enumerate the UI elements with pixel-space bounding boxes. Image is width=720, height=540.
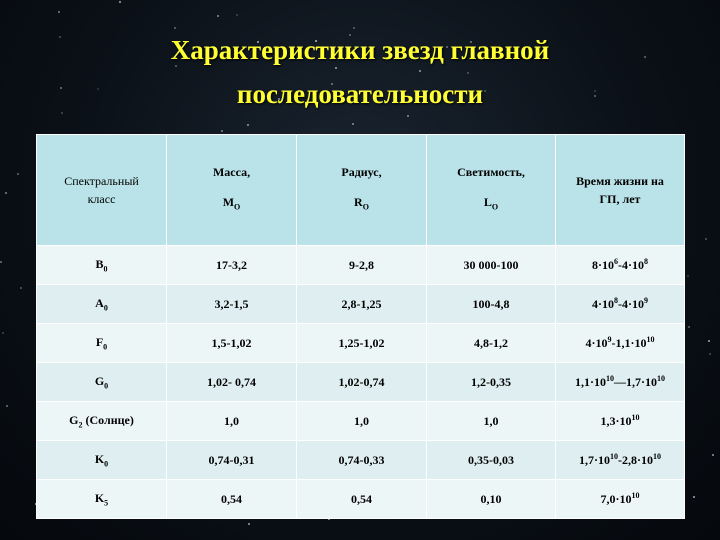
star-dot (20, 287, 22, 289)
star-dot (221, 130, 223, 132)
cell-luminosity: 1,2-0,35 (426, 362, 556, 402)
cell-spectral-class: G2 (Солнце) (36, 401, 167, 441)
table-row: G0 1,02- 0,74 1,02-0,74 1,2-0,35 1,1·1010—1,… (36, 362, 685, 402)
cell-luminosity: 1,0 (426, 401, 556, 441)
cell-mass: 0,54 (166, 479, 297, 519)
star-dot (17, 173, 19, 175)
cell-luminosity: 0,35-0,03 (426, 440, 556, 480)
star-dot (5, 192, 7, 194)
header-lifetime: Время жизни на ГП, лет (555, 134, 685, 246)
star-dot (6, 405, 8, 407)
cell-luminosity: 4,8-1,2 (426, 323, 556, 363)
cell-lifetime: 4·108-4·109 (555, 284, 685, 324)
star-dot (709, 353, 711, 355)
star-dot (217, 15, 219, 17)
cell-lifetime: 1,1·1010—1,7·1010 (555, 362, 685, 402)
star-dot (693, 496, 695, 498)
star-dot (712, 454, 714, 456)
star-dot (687, 275, 689, 277)
cell-radius: 1,25-1,02 (296, 323, 427, 363)
cell-radius: 9-2,8 (296, 245, 427, 285)
star-dot (236, 14, 238, 16)
header-mass: Масса, MO (166, 134, 297, 246)
cell-mass: 1,5-1,02 (166, 323, 297, 363)
star-dot (688, 326, 690, 328)
header-radius: Радиус, RO (296, 134, 427, 246)
star-dot (705, 238, 707, 240)
slide-title-line-1: Характеристики звезд главной (170, 35, 550, 65)
table-row: B0 17-3,2 9-2,8 30 000-100 8·106-4·108 (36, 245, 685, 285)
star-dot (352, 123, 354, 125)
main-sequence-table: Спектральный класс Масса, MO Радиус, RO … (36, 134, 685, 519)
cell-mass: 0,74-0,31 (166, 440, 297, 480)
cell-luminosity: 100-4,8 (426, 284, 556, 324)
slide-title-line-2: последовательности (236, 79, 484, 109)
cell-mass: 17-3,2 (166, 245, 297, 285)
cell-radius: 1,0 (296, 401, 427, 441)
cell-spectral-class: G0 (36, 362, 167, 402)
cell-spectral-class: K0 (36, 440, 167, 480)
cell-radius: 0,54 (296, 479, 427, 519)
table-row: A0 3,2-1,5 2,8-1,25 100-4,8 4·108-4·109 (36, 284, 685, 324)
table-row: G2 (Солнце) 1,0 1,0 1,0 1,3·1010 (36, 401, 685, 441)
slide-title: Характеристики звезд главной последовате… (0, 28, 720, 116)
table-row: K5 0,54 0,54 0,10 7,0·1010 (36, 479, 685, 519)
cell-mass: 1,0 (166, 401, 297, 441)
cell-spectral-class: B0 (36, 245, 167, 285)
cell-spectral-class: F0 (36, 323, 167, 363)
cell-spectral-class: A0 (36, 284, 167, 324)
star-dot (247, 124, 249, 126)
cell-lifetime: 8·106-4·108 (555, 245, 685, 285)
cell-lifetime: 7,0·1010 (555, 479, 685, 519)
cell-lifetime: 1,7·1010-2,8·1010 (555, 440, 685, 480)
table-header-row: Спектральный класс Масса, MO Радиус, RO … (36, 134, 685, 246)
cell-mass: 1,02- 0,74 (166, 362, 297, 402)
cell-radius: 2,8-1,25 (296, 284, 427, 324)
star-dot (248, 523, 250, 525)
cell-lifetime: 4·109-1,1·1010 (555, 323, 685, 363)
header-spectral-class: Спектральный класс (36, 134, 167, 246)
star-dot (0, 261, 2, 263)
star-dot (708, 340, 710, 342)
cell-spectral-class: K5 (36, 479, 167, 519)
cell-mass: 3,2-1,5 (166, 284, 297, 324)
cell-luminosity: 0,10 (426, 479, 556, 519)
cell-radius: 1,02-0,74 (296, 362, 427, 402)
table-row: F0 1,5-1,02 1,25-1,02 4,8-1,2 4·109-1,1·1010 (36, 323, 685, 363)
cell-luminosity: 30 000-100 (426, 245, 556, 285)
table-row: K0 0,74-0,31 0,74-0,33 0,35-0,03 1,7·1010-2,… (36, 440, 685, 480)
header-luminosity: Светимость, LO (426, 134, 556, 246)
star-dot (58, 11, 60, 13)
star-dot (119, 1, 121, 3)
cell-radius: 0,74-0,33 (296, 440, 427, 480)
star-dot (2, 332, 4, 334)
cell-lifetime: 1,3·1010 (555, 401, 685, 441)
